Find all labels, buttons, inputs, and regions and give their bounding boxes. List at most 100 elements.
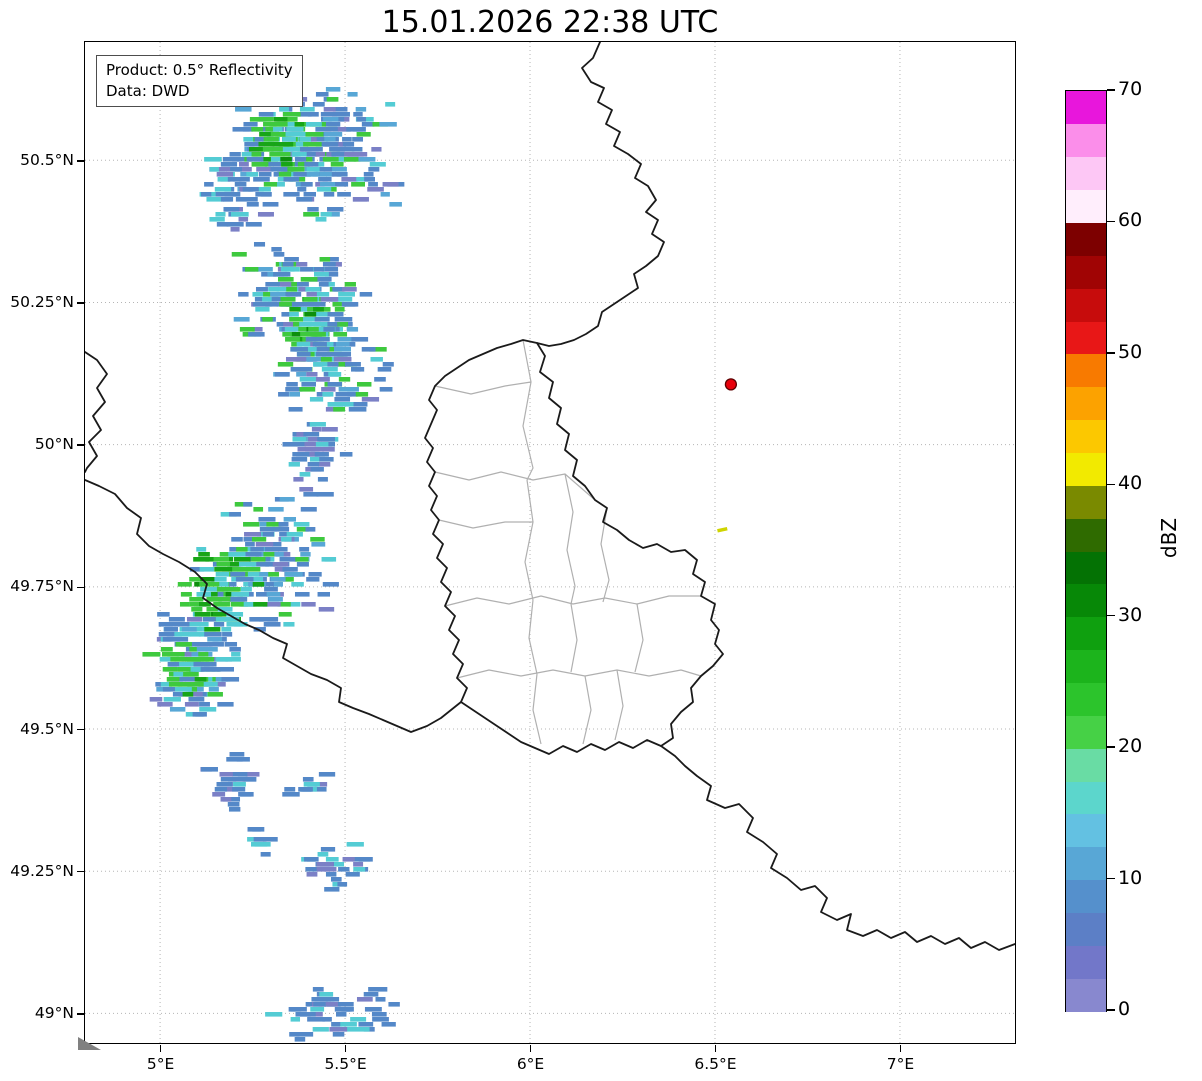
canton-border-line [634,603,644,673]
echo-bin [243,137,260,142]
echo-bin [315,302,326,307]
border-france-germany [660,745,1015,951]
echo-bin [215,212,226,217]
echo-bin [270,132,285,137]
echo-bin [273,252,284,257]
echo-bin [249,117,260,122]
canton-border-line [444,595,701,607]
echo-bin [170,682,180,687]
echo-bin [229,752,245,757]
colorbar-band [1066,781,1106,815]
echo-bin [312,1027,329,1032]
echo-bin [268,287,280,292]
echo-bin [331,152,345,157]
echo-bin [307,347,317,352]
echo-bin [323,117,339,122]
echo-bin [356,997,373,1002]
echo-bin [259,132,274,137]
echo-bin [319,337,330,342]
echo-bin [296,1032,314,1037]
echo-bin [372,1017,389,1022]
colorbar-tick-label: 40 [1118,472,1143,495]
echo-bin [303,192,316,197]
echo-bin [364,1007,382,1012]
echo-bin [294,1037,306,1042]
echo-bin [263,582,278,587]
echo-bin [299,377,316,382]
echo-bin [221,627,232,632]
echo-bin [194,612,211,617]
echo-bin [314,342,327,347]
colorbar-band [1066,189,1106,224]
echo-bin [240,792,252,797]
echo-bin [300,332,318,337]
echo-bin [323,107,336,112]
echo-bin [157,612,170,617]
y-tick-label: 49.5°N [20,719,74,738]
echo-bin [199,702,210,707]
echo-bin [198,552,210,557]
echo-bin [303,297,318,302]
canton-border-line [614,669,624,741]
echo-bin [389,202,402,207]
echo-bin [218,582,229,587]
colorbar-band [1066,846,1106,881]
echo-bin [293,262,308,267]
echo-bin [322,157,339,162]
echo-bin [282,442,298,447]
echo-bin [232,787,246,792]
echo-bin [279,552,291,557]
echo-bin [160,682,172,687]
echo-bin [308,327,322,332]
echo-bin [358,157,376,162]
echo-bin [181,672,199,677]
echo-bin [300,182,313,187]
echo-bin [308,572,322,577]
echo-bin [308,162,319,167]
echo-bin [216,782,233,787]
echo-bin [296,172,312,177]
echo-bin [351,147,363,152]
echo-bin [276,287,287,292]
echo-bin [224,192,240,197]
border-luxembourg [424,339,724,755]
echo-bin [375,997,386,1002]
echo-bin [353,862,364,867]
echo-bin [299,387,316,392]
echo-bin [299,487,314,492]
echo-bin [318,282,329,287]
echo-bin [191,607,203,612]
radar-site-marker [724,378,738,391]
echo-bin [318,607,335,612]
echo-bin [160,647,173,652]
echo-bin [267,617,279,622]
echo-bin [198,652,209,657]
echo-bin [289,177,300,182]
echo-bin [245,772,260,777]
echo-bin [305,122,322,127]
echo-bin [328,372,342,377]
canton-border-line [564,473,576,605]
echo-bin [256,592,271,597]
echo-bin [244,552,262,557]
echo-bin [358,1022,374,1027]
echo-bin [359,857,371,862]
echo-bin [368,987,379,992]
echo-bin [305,527,316,532]
colorbar-band [1066,879,1106,914]
echo-bin [321,277,331,282]
echo-bin [196,547,207,552]
echo-bin [330,877,342,882]
echo-bin [174,687,192,692]
echo-bin [317,592,331,597]
echo-bin [172,692,183,697]
echo-bin [200,667,216,672]
echo-bin [216,222,229,227]
echo-bin [284,117,298,122]
echo-bin [219,607,233,612]
echo-bin [247,197,258,202]
colorbar-band [1066,321,1106,355]
echo-bin [255,552,270,557]
echo-bin [310,467,324,472]
echo-bin [348,407,367,412]
